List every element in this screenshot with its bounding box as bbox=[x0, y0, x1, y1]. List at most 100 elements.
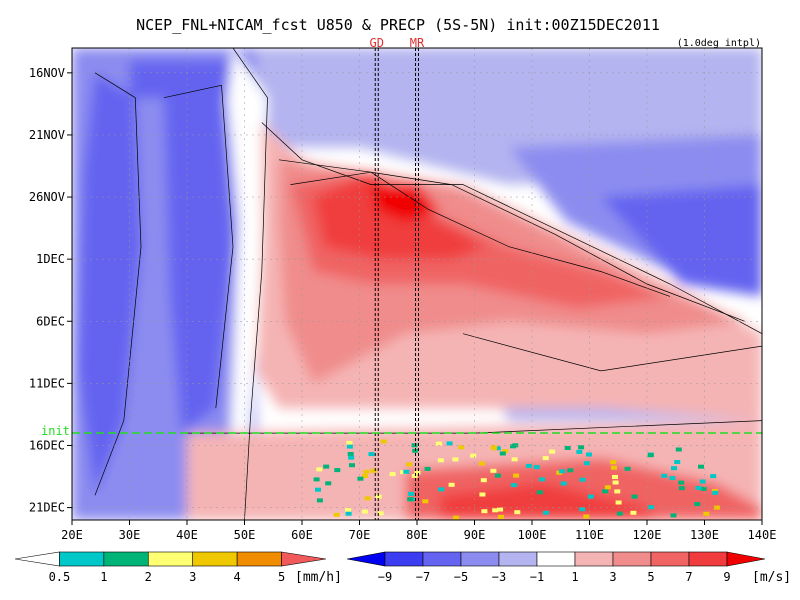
precip-spot bbox=[564, 446, 571, 450]
precip-spot bbox=[368, 452, 375, 457]
precip-spot bbox=[345, 511, 352, 516]
precip-spot bbox=[380, 439, 387, 444]
colorbar-swatch bbox=[14, 551, 60, 567]
colorbar-label: 2 bbox=[145, 570, 152, 584]
reference-label-mr: MR bbox=[410, 36, 425, 50]
precip-spot bbox=[612, 480, 619, 485]
precip-spot bbox=[498, 514, 504, 519]
colorbar-label: −1 bbox=[530, 570, 544, 584]
precip-spot bbox=[602, 489, 609, 494]
x-tick-label: 120E bbox=[633, 528, 662, 542]
precip-spot bbox=[624, 466, 631, 471]
westerly-max bbox=[371, 184, 440, 222]
precip-spot bbox=[357, 476, 364, 481]
easterly-patch-north bbox=[129, 60, 233, 98]
precip-spot bbox=[481, 509, 488, 514]
y-tick-label: 26NOV bbox=[29, 190, 65, 204]
precip-spot bbox=[364, 496, 371, 501]
colorbar-label: 5 bbox=[647, 570, 654, 584]
precip-spot bbox=[370, 468, 377, 473]
y-tick-label: 11DEC bbox=[29, 376, 65, 390]
precip-spot bbox=[408, 491, 415, 496]
precip-spot bbox=[502, 449, 509, 454]
wind-colorbar: −9 −7 −5 −3 −1 1 3 5 7 9 bbox=[346, 551, 766, 584]
colorbar-swatch bbox=[726, 551, 766, 567]
wind-unit: [m/s] bbox=[752, 570, 791, 585]
precip-spot bbox=[316, 498, 323, 503]
colorbar-swatch bbox=[103, 551, 149, 567]
precip-spot bbox=[560, 481, 567, 486]
colorbar-swatch bbox=[192, 551, 238, 567]
precip-spot bbox=[452, 457, 459, 462]
precip-spot bbox=[494, 446, 501, 451]
precip-spot bbox=[678, 480, 685, 485]
precip-spot bbox=[675, 447, 682, 452]
precip-spot bbox=[480, 478, 487, 483]
colorbar-swatch bbox=[384, 551, 424, 567]
precip-spot bbox=[694, 502, 701, 507]
neutral-band-west bbox=[227, 48, 268, 520]
precip-spot bbox=[614, 489, 621, 494]
x-tick-label: 80E bbox=[406, 528, 428, 542]
colorbar-swatch bbox=[650, 551, 690, 567]
precip-spot bbox=[678, 486, 685, 491]
colorbar-swatch bbox=[498, 551, 538, 567]
precip-spot bbox=[437, 458, 444, 463]
precip-spot bbox=[348, 455, 355, 460]
precip-spot bbox=[511, 457, 518, 462]
colorbar-swatch bbox=[536, 551, 576, 567]
precip-spot bbox=[510, 444, 516, 449]
precip-spot bbox=[536, 490, 543, 495]
precip-spot bbox=[670, 513, 677, 518]
precip-spot bbox=[458, 445, 465, 450]
precip-spot bbox=[647, 453, 654, 458]
colorbar-label: 7 bbox=[685, 570, 692, 584]
x-tick-label: 100E bbox=[518, 528, 547, 542]
precip-spot bbox=[345, 508, 352, 512]
precip-colorbar: 0.5 1 2 3 4 5 bbox=[14, 551, 327, 584]
precip-spot bbox=[539, 477, 546, 482]
x-axis: 20E 30E 40E 50E 60E 70E 80E 90E 100E 110E 120E 130E… bbox=[61, 520, 776, 542]
precip-spot bbox=[583, 461, 590, 466]
contour-line bbox=[462, 333, 762, 372]
gridlines bbox=[72, 48, 762, 520]
colorbar-swatch bbox=[281, 551, 327, 567]
colorbar-swatch bbox=[688, 551, 728, 567]
precip-spot bbox=[334, 468, 341, 473]
precip-spot bbox=[586, 452, 592, 457]
colorbar-swatch bbox=[574, 551, 614, 567]
precip-spot bbox=[671, 466, 677, 471]
contour-line bbox=[163, 84, 234, 409]
precip-spot bbox=[363, 469, 370, 474]
colorbar-label: −9 bbox=[378, 570, 392, 584]
precip-unit: [mm/h] bbox=[295, 570, 342, 585]
x-tick-label: 130E bbox=[690, 528, 719, 542]
chart-subtitle: (1.0deg intpl) bbox=[677, 38, 761, 49]
precip-spot bbox=[407, 497, 414, 502]
colorbar-label: −7 bbox=[416, 570, 430, 584]
x-tick-label: 30E bbox=[119, 528, 141, 542]
precip-spot bbox=[674, 460, 681, 464]
precip-spot bbox=[700, 486, 707, 491]
colorbar-label: 1 bbox=[571, 570, 578, 584]
x-tick-label: 20E bbox=[61, 528, 83, 542]
y-tick-label: 16DEC bbox=[29, 438, 65, 452]
precip-spot bbox=[695, 485, 702, 490]
precip-spot bbox=[713, 505, 720, 510]
precip-spot bbox=[346, 444, 353, 449]
colorbar-label: −3 bbox=[492, 570, 506, 584]
precip-spot bbox=[448, 482, 455, 487]
reference-line-labels: GD MR bbox=[370, 36, 425, 50]
y-tick-label: 6DEC bbox=[36, 314, 65, 328]
precip-spot bbox=[703, 511, 710, 516]
precip-spot bbox=[361, 509, 368, 514]
y-tick-label: 21NOV bbox=[29, 128, 65, 142]
precip-spot bbox=[323, 464, 330, 469]
precip-spot bbox=[362, 474, 369, 478]
precip-spot bbox=[513, 473, 520, 478]
x-tick-label: 40E bbox=[176, 528, 198, 542]
precip-spot bbox=[647, 505, 654, 510]
easterly-core-west bbox=[77, 72, 141, 496]
precip-spot bbox=[470, 453, 477, 458]
colorbar-swatch bbox=[460, 551, 500, 567]
